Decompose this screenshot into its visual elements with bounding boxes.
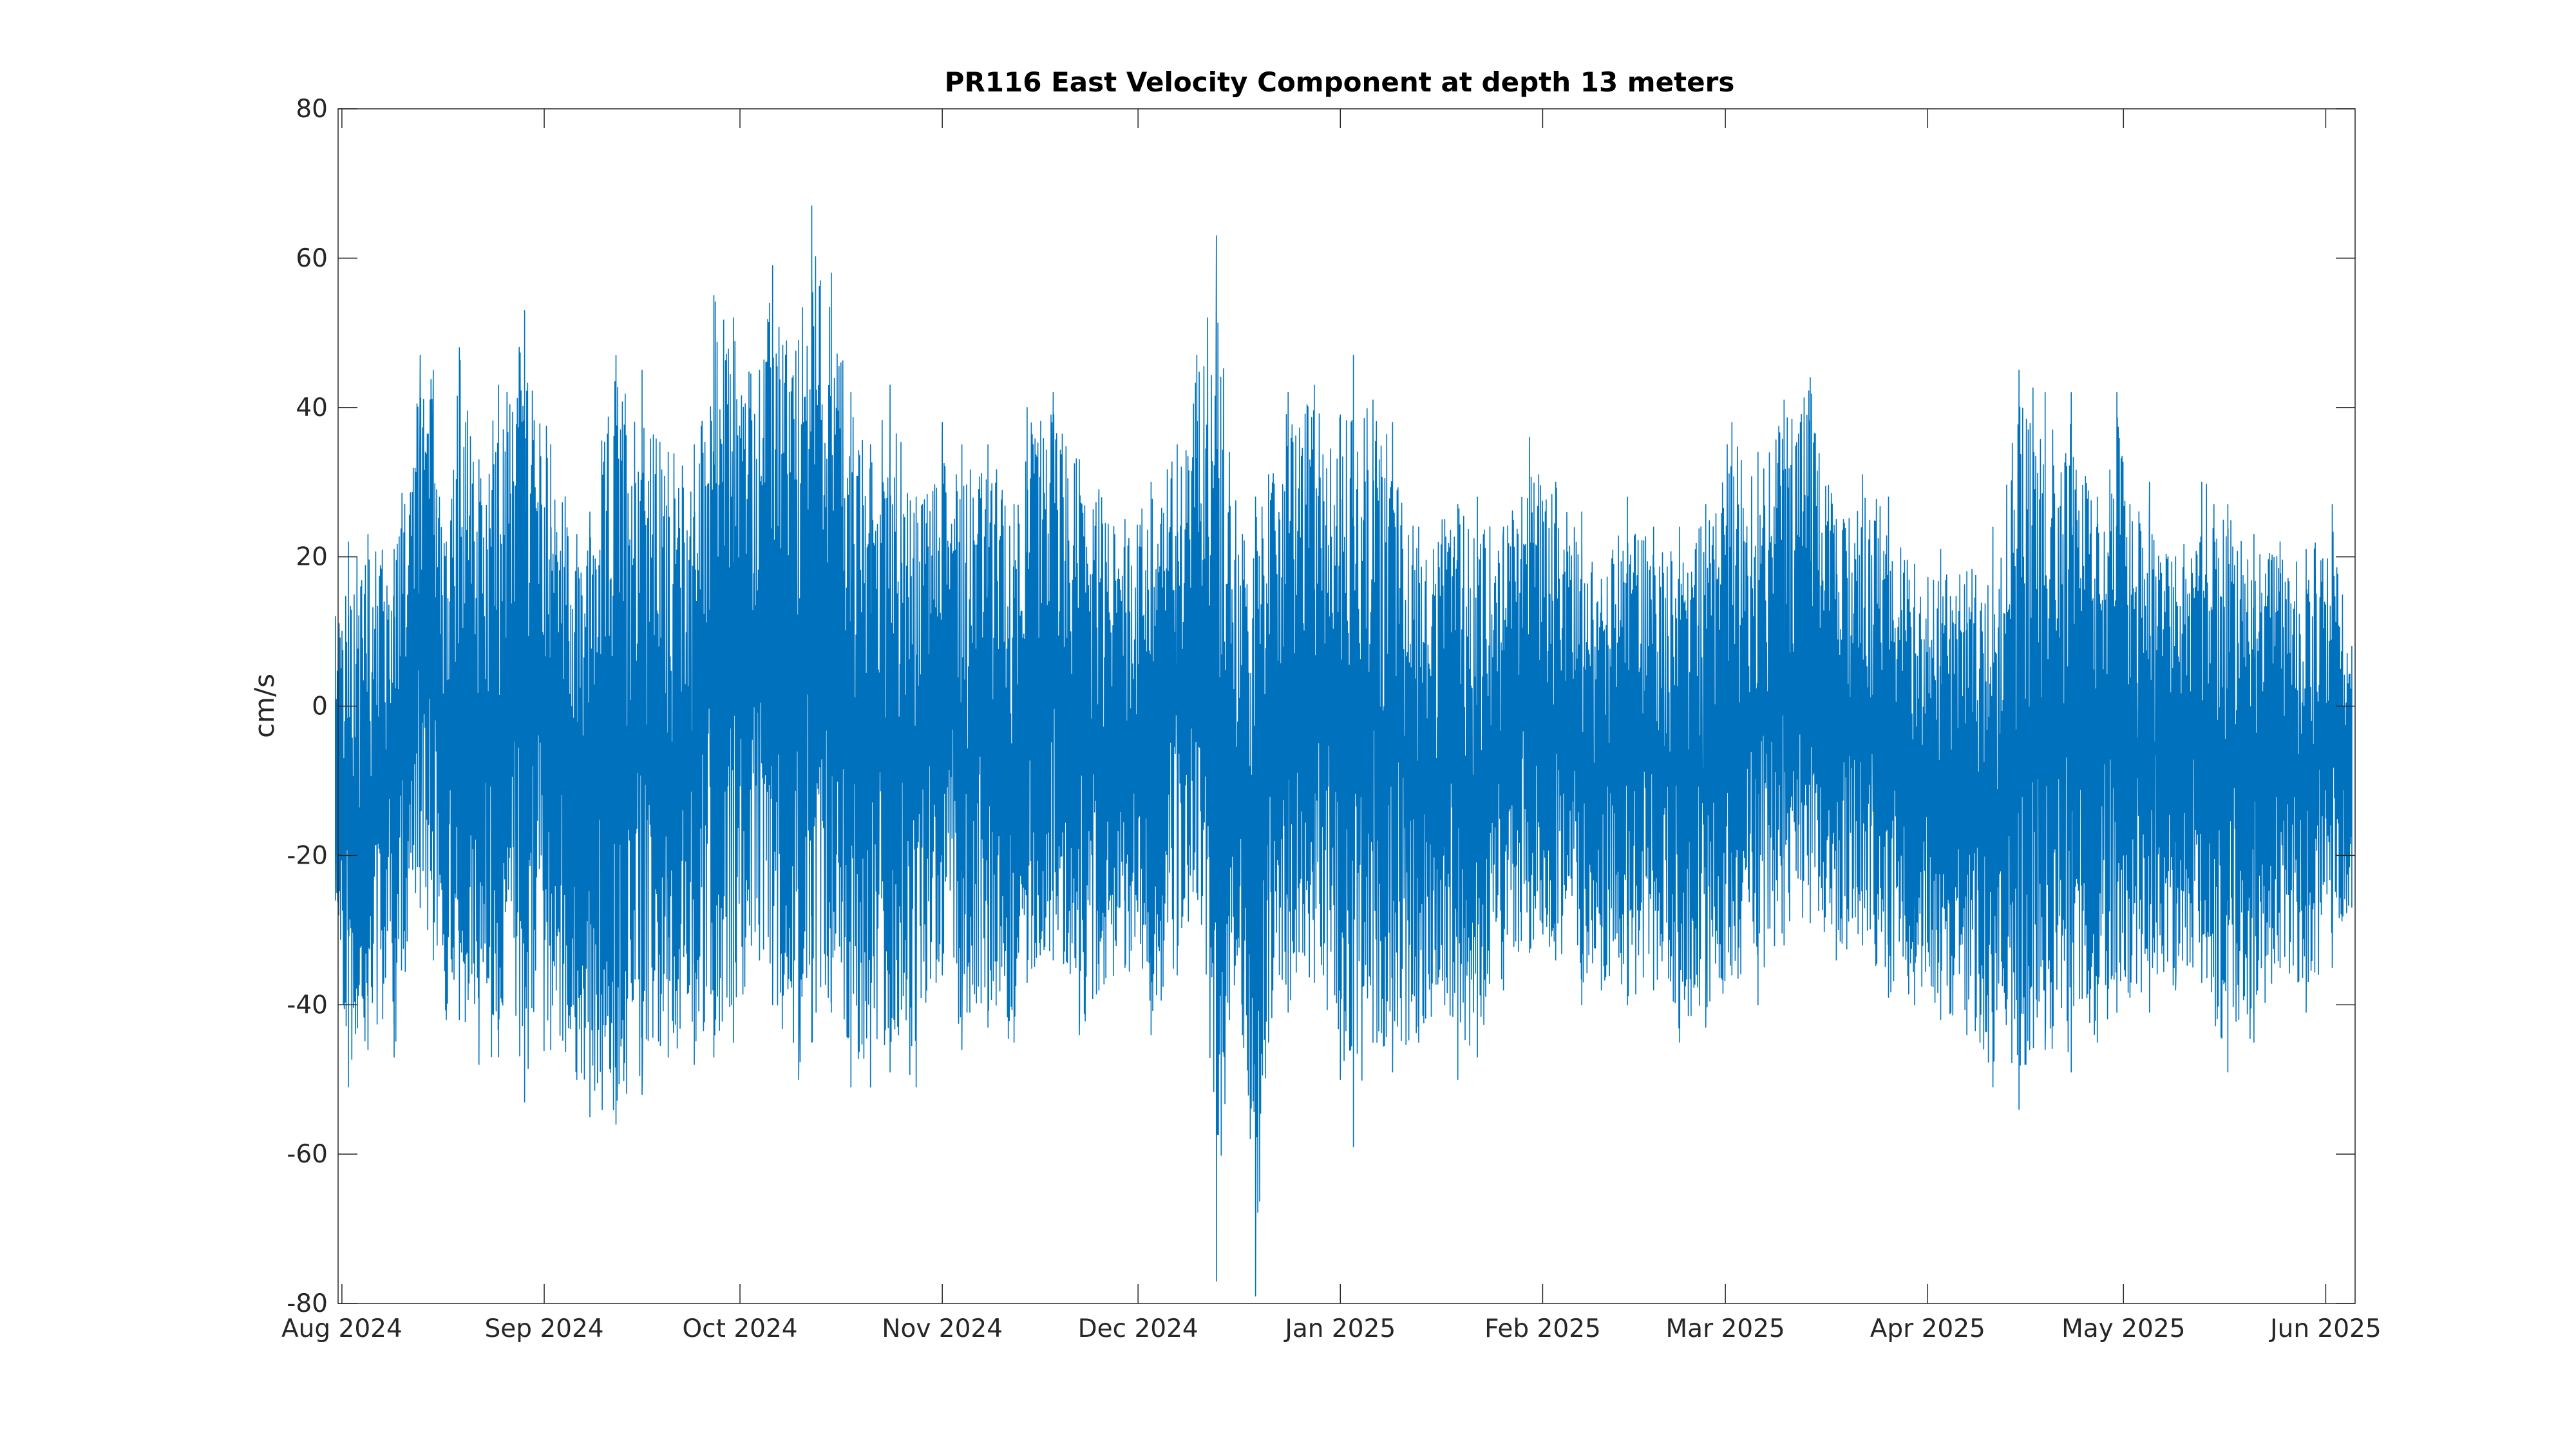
plot-area bbox=[334, 108, 2356, 1304]
y-tick-label: 0 bbox=[312, 692, 328, 721]
x-tick-label: Jun 2025 bbox=[2268, 1314, 2382, 1343]
x-tick-label: Nov 2024 bbox=[882, 1314, 1003, 1343]
x-tick-label: Aug 2024 bbox=[281, 1314, 402, 1343]
x-tick-label: Feb 2025 bbox=[1484, 1314, 1601, 1343]
y-tick-label: -40 bbox=[287, 990, 328, 1019]
y-tick-label: 80 bbox=[296, 95, 328, 124]
x-tick-label: May 2025 bbox=[2061, 1314, 2185, 1343]
y-tick-label: 60 bbox=[296, 244, 328, 273]
y-axis-label: cm/s bbox=[249, 674, 280, 738]
y-tick-label: 20 bbox=[296, 543, 328, 572]
series-layer bbox=[334, 205, 2353, 1297]
y-tick-label: -60 bbox=[287, 1140, 328, 1169]
y-tick-label: -80 bbox=[287, 1289, 328, 1318]
x-tick-label: Jan 2025 bbox=[1283, 1314, 1396, 1343]
y-tick-label: -20 bbox=[287, 841, 328, 870]
series-line bbox=[334, 205, 2353, 1297]
x-tick-label: Apr 2025 bbox=[1870, 1314, 1985, 1343]
chart-title: PR116 East Velocity Component at depth 1… bbox=[945, 66, 1735, 98]
x-tick-label: Oct 2024 bbox=[682, 1314, 797, 1343]
x-tick-label: Mar 2025 bbox=[1666, 1314, 1785, 1343]
x-tick-label: Sep 2024 bbox=[484, 1314, 603, 1343]
x-axis: Aug 2024 Sep 2024 Oct 2024 Nov 2024 Dec 2024… bbox=[281, 109, 2382, 1343]
y-tick-label: 40 bbox=[296, 393, 328, 422]
x-tick-label: Dec 2024 bbox=[1078, 1314, 1198, 1343]
y-axis: -80 -60 -40 -20 0 20 40 60 80 bbox=[287, 95, 2355, 1318]
